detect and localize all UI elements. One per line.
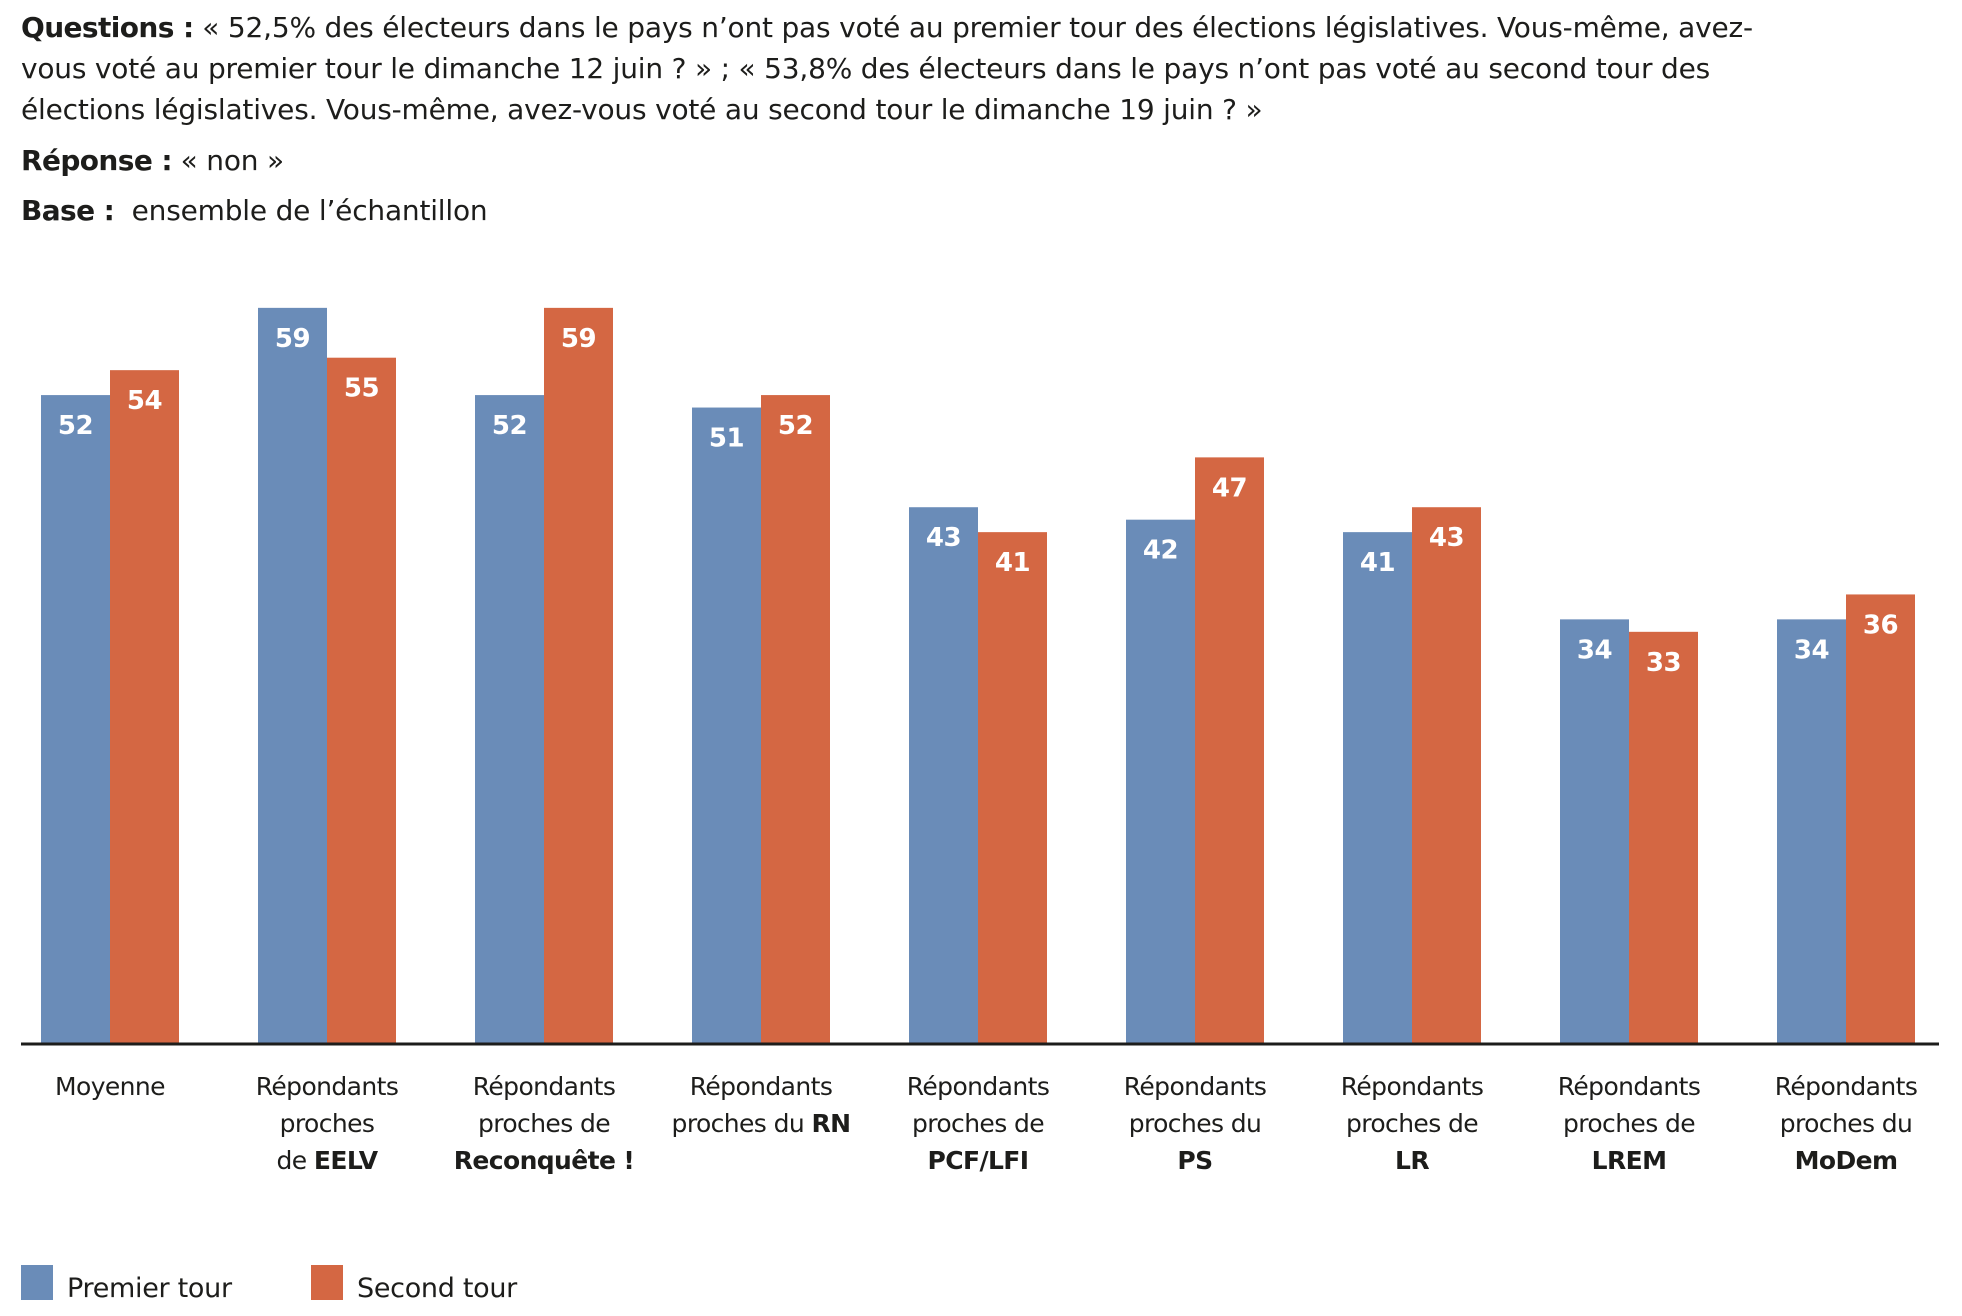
value-label-premier-tour-repondants-proches-du-ps: 42 bbox=[1143, 536, 1178, 566]
category-label-repondants-proches-de-reconquete: Répondants proches de Reconquête ! bbox=[454, 1072, 634, 1175]
category-label-party: EELV bbox=[314, 1146, 379, 1175]
reponse-label: Réponse : bbox=[21, 144, 173, 177]
bar-second-tour-repondants-proches-de-pcf-lfi bbox=[978, 532, 1047, 1043]
category-label-text: Répondants bbox=[1124, 1072, 1267, 1101]
bar-second-tour-repondants-proches-de-lr bbox=[1412, 507, 1481, 1044]
category-label-text: Répondants bbox=[473, 1072, 616, 1101]
legend-swatch-second-tour bbox=[311, 1265, 343, 1300]
value-label-second-tour-moyenne: 54 bbox=[127, 386, 162, 416]
value-label-premier-tour-repondants-proches-de-eelv: 59 bbox=[275, 324, 310, 354]
category-label-party: PCF/LFI bbox=[928, 1146, 1029, 1175]
bar-premier-tour-repondants-proches-du-modem bbox=[1777, 619, 1846, 1043]
category-label-repondants-proches-de-lrem: Répondants proches de LREM bbox=[1558, 1072, 1701, 1175]
category-label-text: Répondants bbox=[907, 1072, 1050, 1101]
category-label-text: proches du bbox=[1780, 1109, 1913, 1138]
base-line: Base : ensemble de l’échantillon bbox=[21, 190, 488, 231]
question-line-3: élections législatives. Vous-même, avez-… bbox=[21, 93, 1263, 126]
value-labels-layer: 52 54 59 55 52 59 51 52 43 41 42 47 41 43 34 33 34 36 bbox=[58, 324, 1899, 678]
value-label-second-tour-repondants-proches-de-pcf-lfi: 41 bbox=[995, 548, 1030, 578]
questions-label: Questions : bbox=[21, 11, 194, 44]
bar-premier-tour-repondants-proches-de-pcf-lfi bbox=[909, 507, 978, 1044]
category-label-party: LR bbox=[1395, 1146, 1429, 1175]
value-label-second-tour-repondants-proches-de-reconquete: 59 bbox=[561, 324, 596, 354]
value-label-premier-tour-repondants-proches-de-lrem: 34 bbox=[1577, 635, 1612, 665]
legend-label-premier-tour: Premier tour bbox=[67, 1273, 232, 1304]
bar-premier-tour-repondants-proches-de-reconquete bbox=[475, 395, 544, 1044]
category-label-text: proches de bbox=[912, 1109, 1044, 1138]
value-label-premier-tour-repondants-proches-de-reconquete: 52 bbox=[492, 411, 527, 441]
category-label-party: MoDem bbox=[1795, 1146, 1898, 1175]
bar-premier-tour-repondants-proches-du-rn bbox=[692, 407, 761, 1043]
category-label-text: Répondants bbox=[256, 1072, 399, 1101]
category-label-moyenne: Moyenne bbox=[55, 1072, 165, 1101]
category-label-repondants-proches-du-modem: Répondants proches du MoDem bbox=[1775, 1072, 1918, 1175]
bar-second-tour-moyenne bbox=[110, 370, 179, 1043]
legend-swatch-premier-tour bbox=[21, 1265, 53, 1300]
category-label-party: RN bbox=[811, 1109, 850, 1138]
legend-item-second-tour: Second tour bbox=[311, 1265, 517, 1304]
bar-premier-tour-repondants-proches-de-lr bbox=[1343, 532, 1412, 1043]
category-label-text: proches de bbox=[1346, 1109, 1478, 1138]
bar-second-tour-repondants-proches-de-eelv bbox=[327, 357, 396, 1043]
category-label-text: proches du bbox=[672, 1109, 812, 1138]
question-block: Questions : « 52,5% des électeurs dans l… bbox=[21, 7, 1753, 130]
bar-premier-tour-repondants-proches-de-lrem bbox=[1560, 619, 1629, 1043]
bar-premier-tour-repondants-proches-de-eelv bbox=[258, 307, 327, 1043]
value-label-premier-tour-repondants-proches-du-rn: 51 bbox=[709, 424, 744, 454]
base-label: Base : bbox=[21, 194, 115, 227]
base-value: ensemble de l’échantillon bbox=[114, 194, 488, 227]
value-label-second-tour-repondants-proches-de-eelv: 55 bbox=[344, 374, 379, 404]
category-label-text: proches du bbox=[1129, 1109, 1262, 1138]
category-label-repondants-proches-du-rn: Répondants proches du RN bbox=[672, 1072, 851, 1138]
legend-label-second-tour: Second tour bbox=[357, 1273, 517, 1304]
value-label-second-tour-repondants-proches-de-lrem: 33 bbox=[1646, 648, 1681, 678]
value-label-premier-tour-repondants-proches-de-lr: 41 bbox=[1360, 548, 1395, 578]
category-label-party: PS bbox=[1177, 1146, 1212, 1175]
category-label-party: Reconquête ! bbox=[454, 1146, 634, 1175]
category-label-repondants-proches-de-eelv: Répondants proches de EELV bbox=[256, 1072, 399, 1175]
category-label-text: proches de bbox=[478, 1109, 610, 1138]
bar-premier-tour-moyenne bbox=[41, 395, 110, 1044]
bars-layer bbox=[41, 307, 1915, 1044]
bar-premier-tour-repondants-proches-du-ps bbox=[1126, 519, 1195, 1043]
category-label-text: Moyenne bbox=[55, 1072, 165, 1101]
category-label-repondants-proches-de-lr: Répondants proches de LR bbox=[1341, 1072, 1484, 1175]
value-label-premier-tour-repondants-proches-de-pcf-lfi: 43 bbox=[926, 523, 961, 553]
value-label-second-tour-repondants-proches-du-rn: 52 bbox=[778, 411, 813, 441]
bar-second-tour-repondants-proches-de-lrem bbox=[1629, 631, 1698, 1043]
value-label-premier-tour-moyenne: 52 bbox=[58, 411, 93, 441]
bar-second-tour-repondants-proches-du-ps bbox=[1195, 457, 1264, 1043]
category-labels-layer: Moyenne Répondants proches de EELVRépondant… bbox=[55, 1072, 1918, 1175]
category-label-text: Répondants bbox=[1341, 1072, 1484, 1101]
bar-second-tour-repondants-proches-du-modem bbox=[1846, 594, 1915, 1043]
category-label-text: Répondants bbox=[690, 1072, 833, 1101]
category-label-text: Répondants bbox=[1775, 1072, 1918, 1101]
question-text-1: « 52,5% des électeurs dans le pays n’ont… bbox=[193, 11, 1753, 44]
legend-item-premier-tour: Premier tour bbox=[21, 1265, 232, 1304]
value-label-second-tour-repondants-proches-du-ps: 47 bbox=[1212, 473, 1247, 503]
category-label-text: proches bbox=[280, 1109, 375, 1138]
reponse-value: « non » bbox=[171, 144, 285, 177]
category-label-text: proches de bbox=[1563, 1109, 1695, 1138]
question-line-2: vous voté au premier tour le dimanche 12… bbox=[21, 52, 1710, 85]
category-label-text: Répondants bbox=[1558, 1072, 1701, 1101]
category-label-party: LREM bbox=[1592, 1146, 1667, 1175]
bar-second-tour-repondants-proches-du-rn bbox=[761, 395, 830, 1044]
reponse-line: Réponse : « non » bbox=[21, 140, 284, 181]
question-line-1: Questions : « 52,5% des électeurs dans l… bbox=[21, 7, 1753, 48]
value-label-second-tour-repondants-proches-de-lr: 43 bbox=[1429, 523, 1464, 553]
value-label-second-tour-repondants-proches-du-modem: 36 bbox=[1863, 610, 1898, 640]
value-label-premier-tour-repondants-proches-du-modem: 34 bbox=[1794, 635, 1829, 665]
category-label-text: de bbox=[277, 1146, 314, 1175]
category-label-repondants-proches-de-pcf-lfi: Répondants proches de PCF/LFI bbox=[907, 1072, 1050, 1175]
bar-second-tour-repondants-proches-de-reconquete bbox=[544, 307, 613, 1043]
category-label-repondants-proches-du-ps: Répondants proches du PS bbox=[1124, 1072, 1267, 1175]
